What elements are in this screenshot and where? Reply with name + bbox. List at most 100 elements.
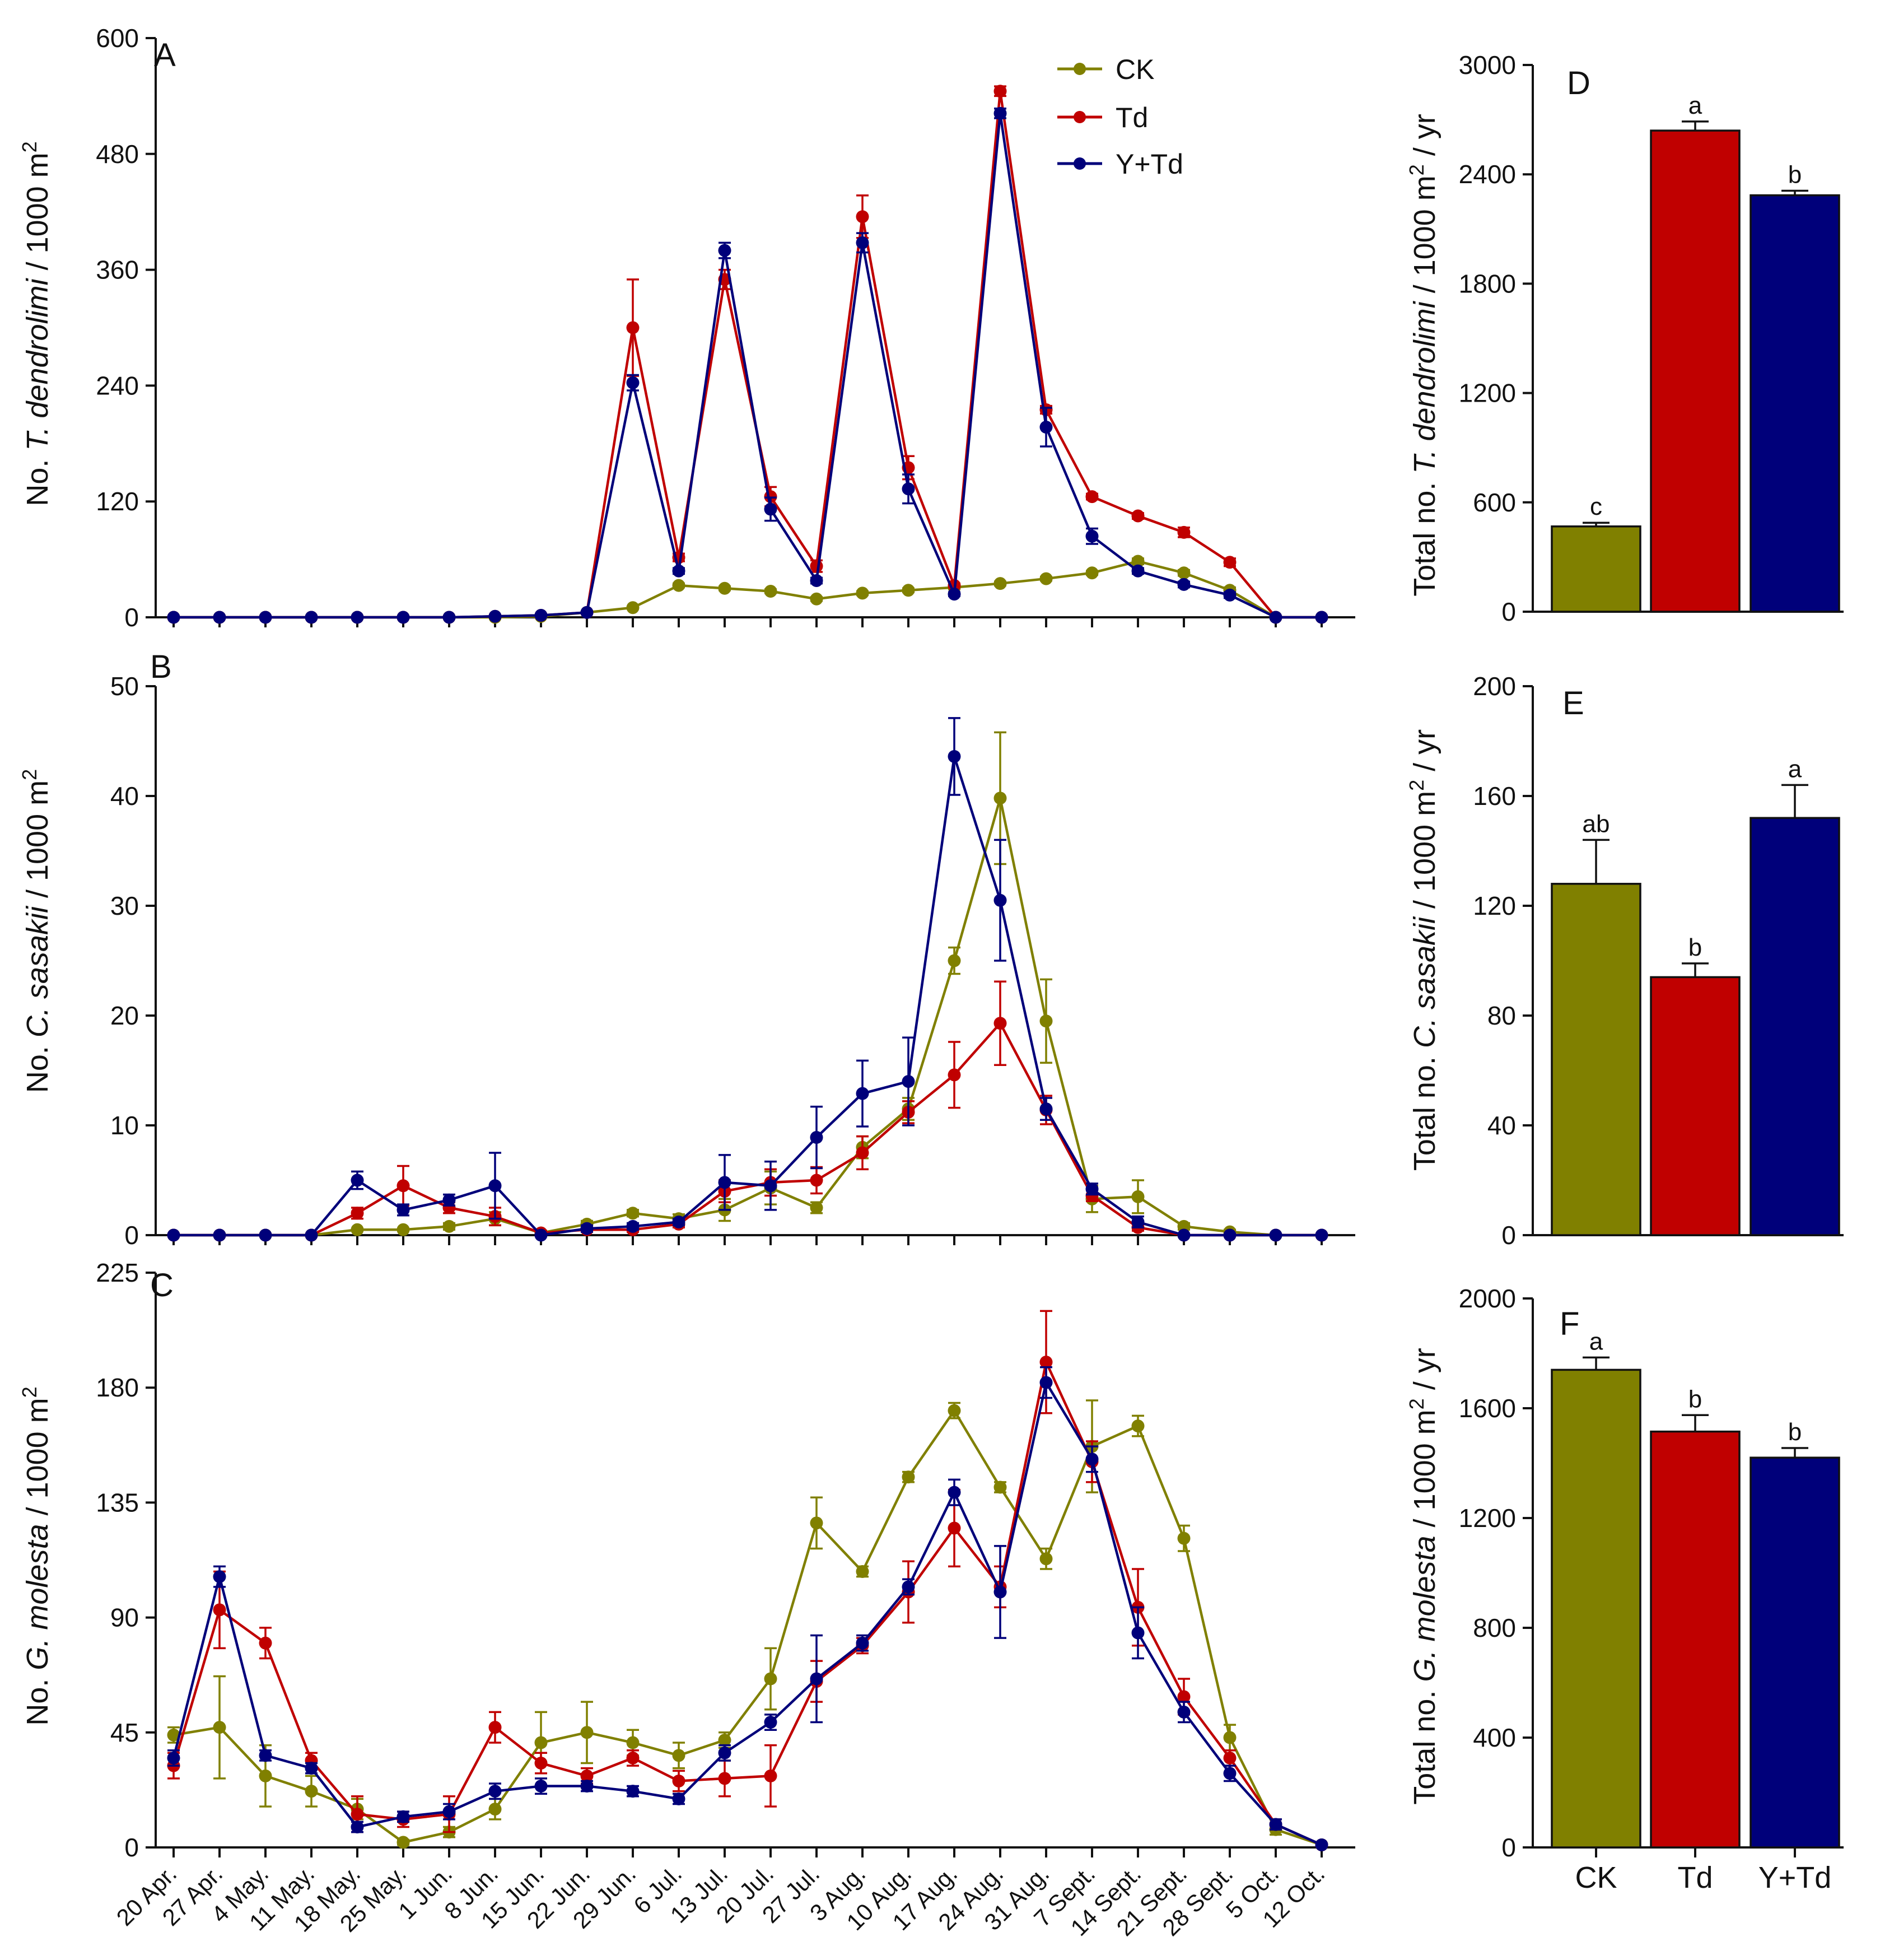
- pd-y-tick-label: 600: [1473, 488, 1516, 517]
- pc-point-ck: [259, 1769, 272, 1782]
- pa-line-ck: [174, 560, 1322, 619]
- pb-y-tick-label: 30: [110, 891, 139, 920]
- pa-point-y-td: [534, 609, 548, 622]
- pb-line-td: [174, 1022, 1322, 1237]
- pc-point-y-td: [1269, 1818, 1282, 1831]
- y-axis-label-c: No. G. molesta / 1000 m2: [18, 1386, 54, 1725]
- pa-point-y-td: [305, 611, 318, 624]
- pb-point-td: [351, 1207, 364, 1220]
- pa-y-tick-label: 480: [96, 139, 139, 169]
- y-axis-label-a: No. T. dendrolimi / 1000 m2: [18, 141, 54, 506]
- pc-point-y-td: [534, 1780, 548, 1793]
- pb-y-tick-label: 10: [110, 1111, 139, 1140]
- pc-point-ck: [764, 1672, 777, 1686]
- pf-bar-group-y-td: b: [1750, 1418, 1840, 1849]
- pe-significance-letter: a: [1788, 755, 1802, 783]
- pa-point-ck: [626, 601, 640, 614]
- pb-y-tick-label: 20: [110, 1001, 139, 1030]
- pb-point-y-td: [213, 1228, 226, 1242]
- pb-point-ck: [810, 1201, 823, 1214]
- pb-point-y-td: [1315, 1228, 1328, 1242]
- pc-point-ck: [488, 1803, 502, 1816]
- pa-point-td: [626, 321, 640, 334]
- pe-significance-letter: b: [1688, 934, 1702, 961]
- pc-line-td: [172, 1361, 1322, 1846]
- pc-point-y-td: [718, 1746, 731, 1759]
- pe-significance-letter: ab: [1583, 810, 1610, 837]
- pc-point-ck: [902, 1470, 915, 1484]
- pc-point-y-td: [442, 1805, 456, 1818]
- y-axis-label-e: Total no. C. sasakii / 1000 m2 / yr: [1405, 729, 1442, 1171]
- pf-bar-td: [1650, 1430, 1741, 1849]
- pd-y-tick-label: 2400: [1459, 160, 1516, 189]
- pa-point-y-td: [580, 606, 594, 619]
- pb-point-td: [993, 1017, 1007, 1030]
- pa-point-y-td: [1085, 529, 1099, 543]
- pc-point-y-td: [902, 1580, 915, 1594]
- pe-bar-td: [1650, 976, 1741, 1236]
- pc-point-y-td: [1085, 1452, 1099, 1466]
- pc-point-y-td: [259, 1749, 272, 1762]
- pb-point-y-td: [1177, 1228, 1191, 1242]
- pa-point-ck: [1039, 572, 1053, 585]
- pb-point-ck: [993, 792, 1007, 805]
- pf-significance-letter: b: [1788, 1418, 1802, 1446]
- pc-y-tick-label: 180: [96, 1373, 139, 1402]
- panel-a: A No. T. dendrolimi / 1000 m2 CK Td Y+Td…: [18, 24, 1355, 632]
- pc-point-ck: [718, 1733, 731, 1747]
- pb-point-td: [856, 1146, 869, 1160]
- pe-bar-group-y-td: a: [1750, 755, 1840, 1236]
- pc-point-y-td: [167, 1751, 180, 1765]
- pa-y-tick-label: 360: [96, 255, 139, 285]
- pb-y-tick-label: 50: [110, 672, 139, 701]
- pc-point-td: [580, 1769, 594, 1782]
- pb-point-y-td: [442, 1193, 456, 1207]
- pb-point-y-td: [672, 1215, 685, 1228]
- panel-label-a: A: [154, 37, 176, 73]
- pd-y-tick-label: 1800: [1459, 269, 1516, 298]
- pc-point-y-td: [1315, 1838, 1328, 1851]
- bar-category-label-y-td: Y+Td: [1758, 1861, 1832, 1894]
- panel-label-f: F: [1560, 1306, 1579, 1342]
- pb-y-tick-label: 0: [124, 1221, 139, 1250]
- pc-point-y-td: [488, 1785, 502, 1798]
- pb-point-ck: [948, 954, 961, 967]
- pc-point-td: [718, 1772, 731, 1785]
- pd-y-tick-label: 0: [1501, 597, 1516, 626]
- pa-point-td: [1177, 525, 1191, 539]
- pf-bar-y-td: [1750, 1456, 1840, 1849]
- pa-series-y-td: [167, 106, 1328, 624]
- pf-significance-letter: b: [1688, 1385, 1702, 1413]
- pc-point-ck: [1131, 1419, 1145, 1433]
- legend-td-label: Td: [1116, 102, 1148, 133]
- pb-point-y-td: [305, 1228, 318, 1242]
- pa-point-y-td: [626, 376, 640, 389]
- panel-b: B No. C. sasakii / 1000 m2 0 10 20 30 40 50: [18, 649, 1355, 1250]
- pe-y-tick-label: 80: [1487, 1001, 1516, 1030]
- y-axis-label-f: Total no. G. molesta / 1000 m2 / yr: [1405, 1348, 1442, 1804]
- pb-point-y-td: [351, 1174, 364, 1187]
- legend-ck-marker: [1074, 63, 1086, 75]
- y-axis-label-b: No. C. sasakii / 1000 m2: [18, 769, 54, 1093]
- pa-point-y-td: [488, 609, 502, 623]
- pb-point-y-td: [856, 1087, 869, 1100]
- pb-point-y-td: [1269, 1228, 1282, 1242]
- pa-y-tick-label: 600: [96, 24, 139, 53]
- pa-y-tick-label: 240: [96, 371, 139, 400]
- pe-y-tick-label: 200: [1473, 672, 1516, 701]
- pa-point-y-td: [396, 611, 410, 624]
- panel-d: D Total no. T. dendrolimi / 1000 m2 / yr…: [1405, 50, 1844, 626]
- pb-series-td: [167, 980, 1328, 1242]
- pc-point-ck: [948, 1404, 961, 1417]
- pa-point-y-td: [442, 611, 456, 624]
- pc-y-tick-label: 135: [96, 1488, 139, 1517]
- pb-line-y-td: [174, 755, 1322, 1237]
- pc-point-y-td: [1131, 1626, 1145, 1640]
- panel-e: E Total no. C. sasakii / 1000 m2 / yr 0 4…: [1405, 672, 1844, 1250]
- pc-point-td: [213, 1603, 226, 1617]
- pb-point-y-td: [810, 1131, 823, 1144]
- pa-point-y-td: [1177, 578, 1191, 591]
- pb-point-td: [396, 1179, 410, 1193]
- pa-point-ck: [1177, 566, 1191, 580]
- pa-point-ck: [672, 579, 685, 592]
